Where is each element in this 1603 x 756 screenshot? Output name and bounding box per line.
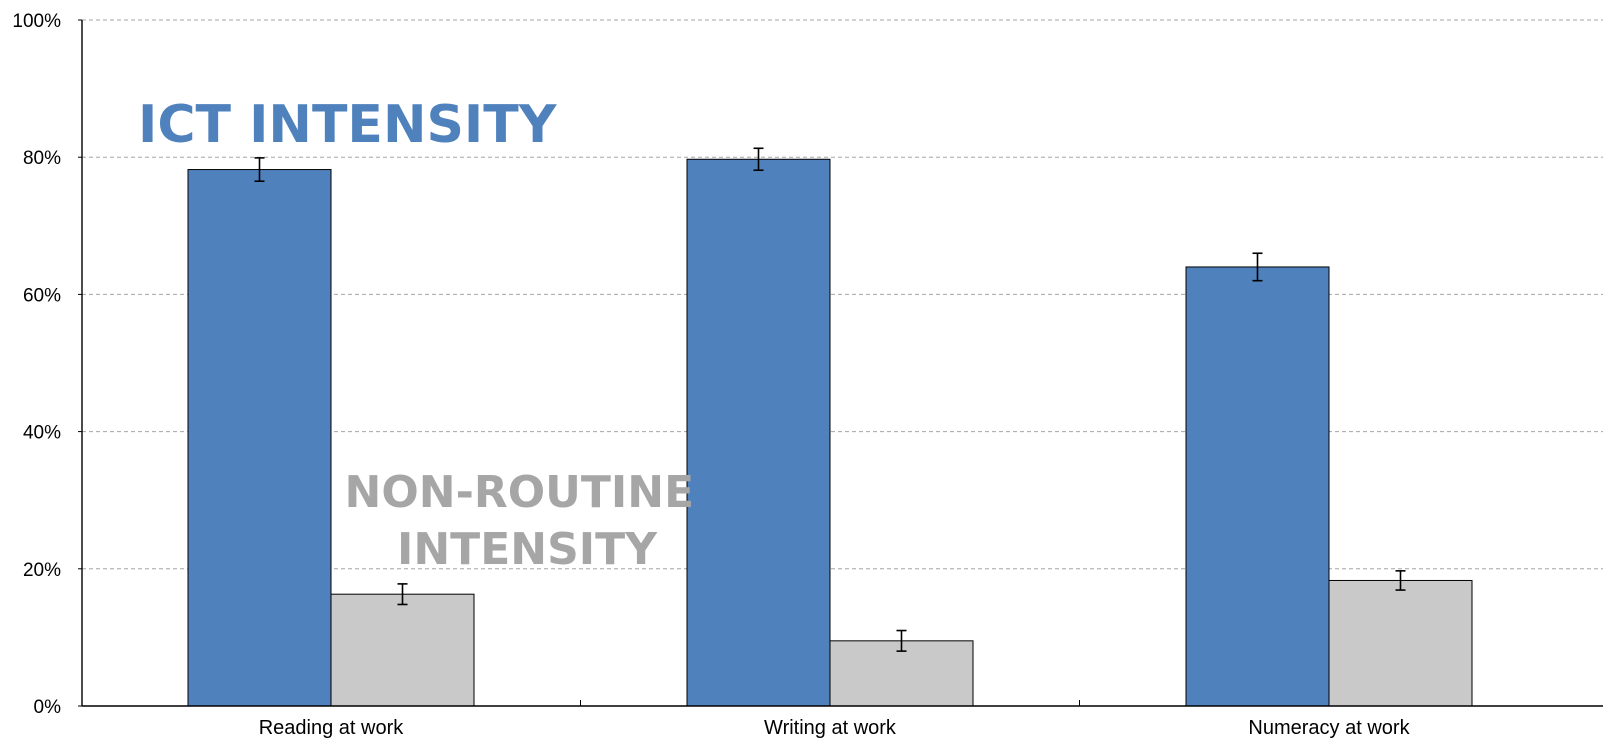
grid-lines bbox=[78, 19, 1603, 707]
annotation-non-routine-line-2: INTENSITY bbox=[397, 524, 658, 575]
y-tick-label-0: 0% bbox=[34, 697, 62, 718]
annotation-ict-intensity-line: ICT INTENSITY bbox=[138, 95, 558, 155]
bar-series1-2 bbox=[1328, 579, 1473, 707]
category-label-1: Writing at work bbox=[764, 717, 897, 739]
category-label-2: Numeracy at work bbox=[1248, 717, 1410, 739]
bar-series0-2 bbox=[1185, 266, 1330, 707]
y-tick-label-60: 60% bbox=[23, 285, 61, 306]
category-labels: Reading at work Writing at work Numeracy a… bbox=[259, 700, 1411, 739]
y-tick-label-80: 80% bbox=[23, 148, 61, 169]
y-tick-labels: 0% 20% 40% 60% 80% 100% bbox=[12, 11, 61, 718]
y-tick-label-100: 100% bbox=[12, 11, 61, 32]
bar-series0-1 bbox=[686, 158, 831, 707]
annotations: ICT INTENSITY NON-ROUTINE INTENSITY bbox=[138, 95, 710, 575]
category-label-0: Reading at work bbox=[259, 717, 405, 739]
axes bbox=[81, 20, 1603, 707]
y-tick-label-40: 40% bbox=[23, 423, 61, 444]
annotation-non-routine-line-1: NON-ROUTINE bbox=[345, 467, 695, 518]
bar-series1-0 bbox=[330, 593, 475, 707]
annotation-ict-intensity: ICT INTENSITY bbox=[138, 95, 558, 155]
annotation-non-routine-intensity: NON-ROUTINE INTENSITY bbox=[345, 467, 710, 575]
bars bbox=[187, 147, 1473, 707]
y-tick-label-20: 20% bbox=[23, 560, 61, 581]
bar-series0-0 bbox=[187, 169, 332, 707]
